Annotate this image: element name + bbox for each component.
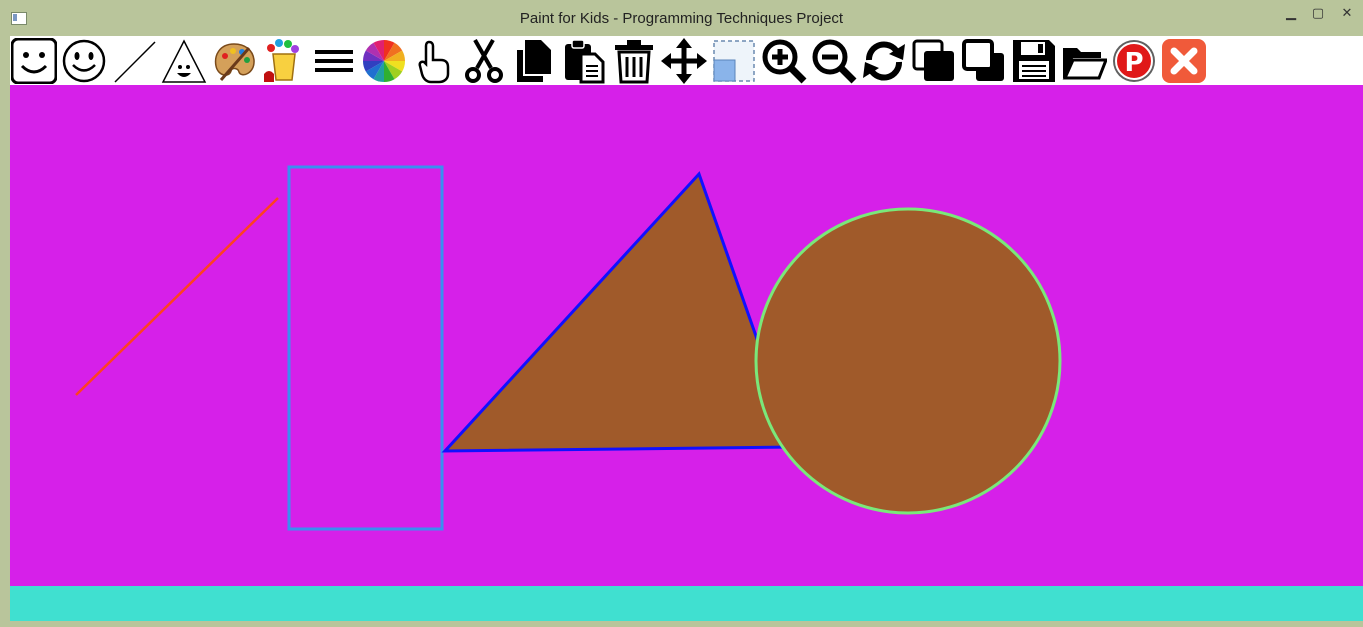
zoom-out-icon[interactable] [810, 38, 858, 84]
exit-icon[interactable] [1160, 38, 1208, 84]
circle-shape[interactable] [754, 207, 1062, 515]
rectangle-shape[interactable] [287, 165, 444, 531]
triangle-shape[interactable] [441, 171, 798, 453]
paste-icon[interactable] [560, 38, 608, 84]
window-title: Paint for Kids - Programming Techniques … [519, 10, 844, 27]
palette-icon[interactable] [210, 38, 258, 84]
line-icon[interactable] [110, 38, 158, 84]
close-icon[interactable]: ✕ [1341, 6, 1353, 21]
rotate-icon[interactable] [860, 38, 908, 84]
send-to-back-icon[interactable] [910, 38, 958, 84]
open-folder-icon[interactable] [1060, 38, 1108, 84]
paint-bucket-icon[interactable] [260, 38, 308, 84]
maximize-icon[interactable]: ▢ [1311, 6, 1325, 21]
minimize-icon[interactable]: ▁ [1286, 6, 1296, 21]
bring-to-front-icon[interactable] [960, 38, 1008, 84]
save-icon[interactable] [1010, 38, 1058, 84]
app-icon [11, 12, 27, 25]
draw-mode-icon[interactable] [10, 38, 58, 84]
border-width-icon[interactable] [310, 38, 358, 84]
svg-text:P: P [1124, 48, 1143, 78]
select-hand-icon[interactable] [410, 38, 458, 84]
cut-icon[interactable] [460, 38, 508, 84]
status-bar [10, 586, 1363, 621]
zoom-in-icon[interactable] [760, 38, 808, 84]
triangle-icon[interactable] [160, 38, 208, 84]
copy-icon[interactable] [510, 38, 558, 84]
drawing-canvas[interactable] [10, 85, 1363, 586]
smiley-icon[interactable] [60, 38, 108, 84]
delete-icon[interactable] [610, 38, 658, 84]
toolbar: P [10, 36, 1363, 85]
line-shape[interactable] [75, 197, 279, 396]
resize-icon[interactable] [710, 38, 758, 84]
play-mode-icon[interactable]: P [1110, 38, 1158, 84]
move-icon[interactable] [660, 38, 708, 84]
title-bar: Paint for Kids - Programming Techniques … [0, 0, 1363, 36]
color-wheel-icon[interactable] [360, 38, 408, 84]
